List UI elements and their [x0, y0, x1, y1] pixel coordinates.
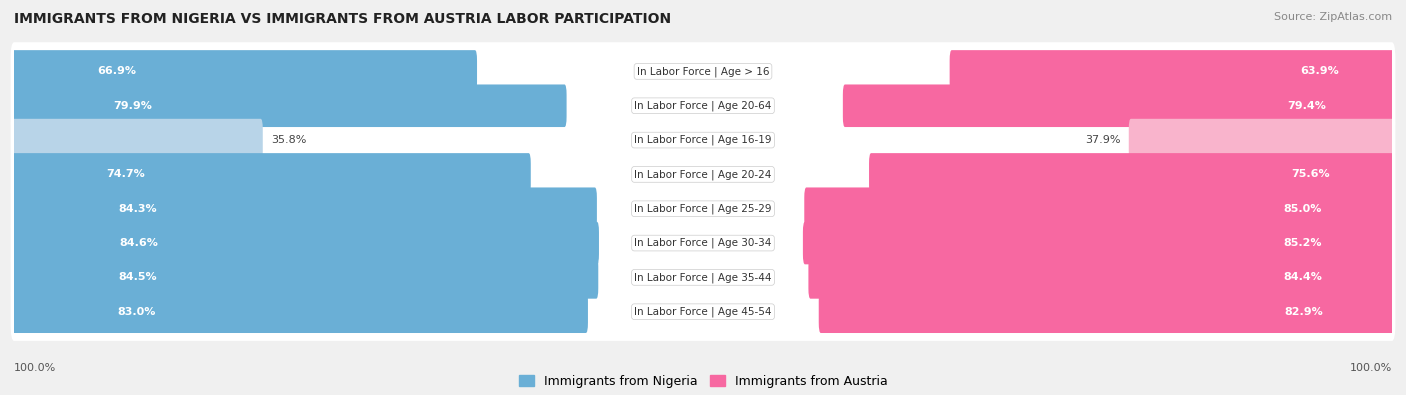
Text: In Labor Force | Age 35-44: In Labor Force | Age 35-44 — [634, 272, 772, 283]
Text: 79.9%: 79.9% — [112, 101, 152, 111]
FancyBboxPatch shape — [13, 119, 263, 162]
FancyBboxPatch shape — [11, 77, 1395, 135]
Text: 84.5%: 84.5% — [120, 273, 157, 282]
FancyBboxPatch shape — [1129, 119, 1393, 162]
FancyBboxPatch shape — [13, 290, 588, 333]
Text: In Labor Force | Age > 16: In Labor Force | Age > 16 — [637, 66, 769, 77]
FancyBboxPatch shape — [11, 214, 1395, 272]
FancyBboxPatch shape — [11, 248, 1395, 307]
FancyBboxPatch shape — [13, 50, 477, 93]
Text: 63.9%: 63.9% — [1301, 66, 1339, 76]
FancyBboxPatch shape — [13, 222, 599, 264]
Text: 66.9%: 66.9% — [97, 66, 136, 76]
FancyBboxPatch shape — [803, 222, 1393, 264]
Text: 84.3%: 84.3% — [118, 204, 157, 214]
Text: In Labor Force | Age 45-54: In Labor Force | Age 45-54 — [634, 307, 772, 317]
Text: 84.4%: 84.4% — [1284, 273, 1322, 282]
Text: IMMIGRANTS FROM NIGERIA VS IMMIGRANTS FROM AUSTRIA LABOR PARTICIPATION: IMMIGRANTS FROM NIGERIA VS IMMIGRANTS FR… — [14, 12, 671, 26]
Text: In Labor Force | Age 30-34: In Labor Force | Age 30-34 — [634, 238, 772, 248]
FancyBboxPatch shape — [13, 256, 599, 299]
FancyBboxPatch shape — [808, 256, 1393, 299]
Text: 75.6%: 75.6% — [1291, 169, 1330, 179]
FancyBboxPatch shape — [949, 50, 1393, 93]
Text: 82.9%: 82.9% — [1285, 307, 1323, 317]
Text: In Labor Force | Age 16-19: In Labor Force | Age 16-19 — [634, 135, 772, 145]
Legend: Immigrants from Nigeria, Immigrants from Austria: Immigrants from Nigeria, Immigrants from… — [513, 370, 893, 393]
FancyBboxPatch shape — [11, 282, 1395, 341]
Text: In Labor Force | Age 20-64: In Labor Force | Age 20-64 — [634, 100, 772, 111]
Text: 85.2%: 85.2% — [1284, 238, 1322, 248]
FancyBboxPatch shape — [804, 188, 1393, 230]
Text: 35.8%: 35.8% — [271, 135, 307, 145]
Text: In Labor Force | Age 25-29: In Labor Force | Age 25-29 — [634, 203, 772, 214]
FancyBboxPatch shape — [818, 290, 1393, 333]
FancyBboxPatch shape — [13, 85, 567, 127]
FancyBboxPatch shape — [842, 85, 1393, 127]
Text: 83.0%: 83.0% — [117, 307, 155, 317]
Text: 100.0%: 100.0% — [1350, 363, 1392, 373]
Text: 79.4%: 79.4% — [1288, 101, 1326, 111]
FancyBboxPatch shape — [11, 111, 1395, 169]
FancyBboxPatch shape — [869, 153, 1393, 196]
FancyBboxPatch shape — [11, 42, 1395, 101]
Text: 85.0%: 85.0% — [1284, 204, 1322, 214]
Text: 74.7%: 74.7% — [107, 169, 145, 179]
FancyBboxPatch shape — [11, 180, 1395, 238]
Text: 100.0%: 100.0% — [14, 363, 56, 373]
Text: In Labor Force | Age 20-24: In Labor Force | Age 20-24 — [634, 169, 772, 180]
FancyBboxPatch shape — [13, 188, 598, 230]
Text: Source: ZipAtlas.com: Source: ZipAtlas.com — [1274, 12, 1392, 22]
FancyBboxPatch shape — [13, 153, 531, 196]
FancyBboxPatch shape — [11, 145, 1395, 203]
Text: 84.6%: 84.6% — [120, 238, 157, 248]
Text: 37.9%: 37.9% — [1085, 135, 1121, 145]
